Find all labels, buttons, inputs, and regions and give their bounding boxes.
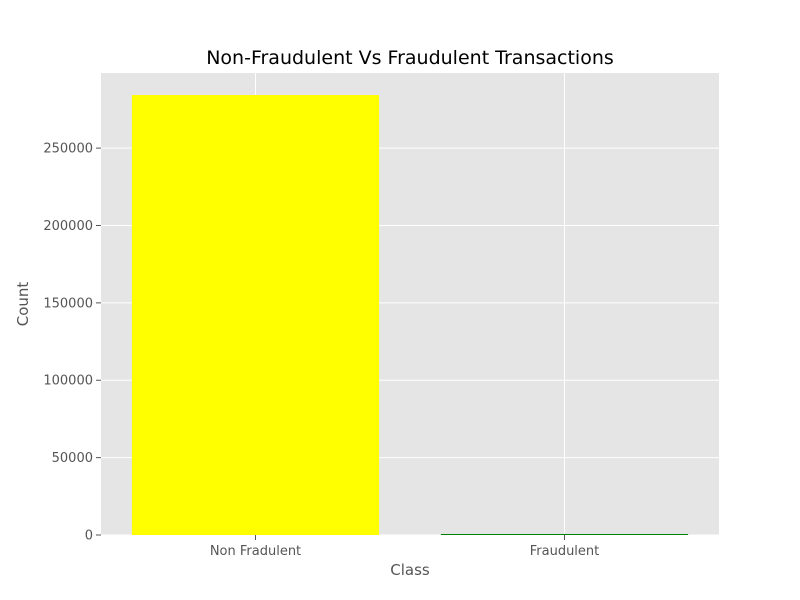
y-axis-label: Count <box>14 282 32 327</box>
bars <box>131 95 689 535</box>
y-axis-ticks: 0 50000 100000 150000 200000 250000 <box>43 142 101 544</box>
x-axis-label: Class <box>390 561 430 579</box>
bar-non-fradulent <box>131 95 380 535</box>
y-tick-label: 250000 <box>43 142 93 157</box>
x-tick-label: Non Fradulent <box>210 544 301 559</box>
x-tick-label: Fraudulent <box>530 544 600 559</box>
y-tick-label: 150000 <box>43 296 93 311</box>
chart-title: Non-Fraudulent Vs Fraudulent Transaction… <box>206 47 614 69</box>
y-tick-label: 100000 <box>43 374 93 389</box>
x-axis-ticks: Non Fradulent Fraudulent <box>210 535 599 559</box>
y-tick-label: 0 <box>85 529 93 544</box>
y-tick-label: 200000 <box>43 219 93 234</box>
bar-fraudulent <box>440 534 689 535</box>
y-tick-label: 50000 <box>52 451 93 466</box>
